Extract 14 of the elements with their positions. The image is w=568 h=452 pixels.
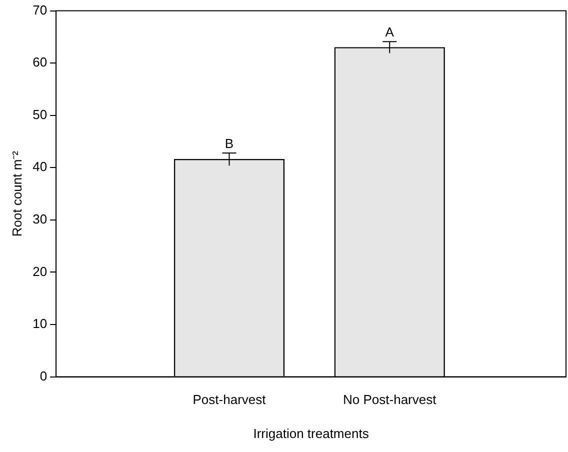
- y-axis-title: Root count m⁻²: [9, 150, 24, 237]
- y-tick-label: 70: [32, 2, 48, 18]
- x-tick-label: No Post-harvest: [343, 392, 437, 408]
- y-tick-label: 30: [32, 212, 48, 227]
- y-tick-label: 60: [32, 54, 48, 70]
- x-tick-label: Post-harvest: [192, 392, 266, 408]
- y-tick-label: 50: [32, 106, 48, 122]
- y-tick-label: 10: [32, 316, 48, 332]
- annotation: A: [385, 24, 394, 40]
- y-tick-label: 40: [32, 159, 48, 174]
- annotation: B: [224, 136, 234, 152]
- y-tick-label: 20: [32, 264, 48, 279]
- y-tick-label: 0: [40, 368, 48, 384]
- x-axis-title: Irrigation treatments: [253, 426, 370, 441]
